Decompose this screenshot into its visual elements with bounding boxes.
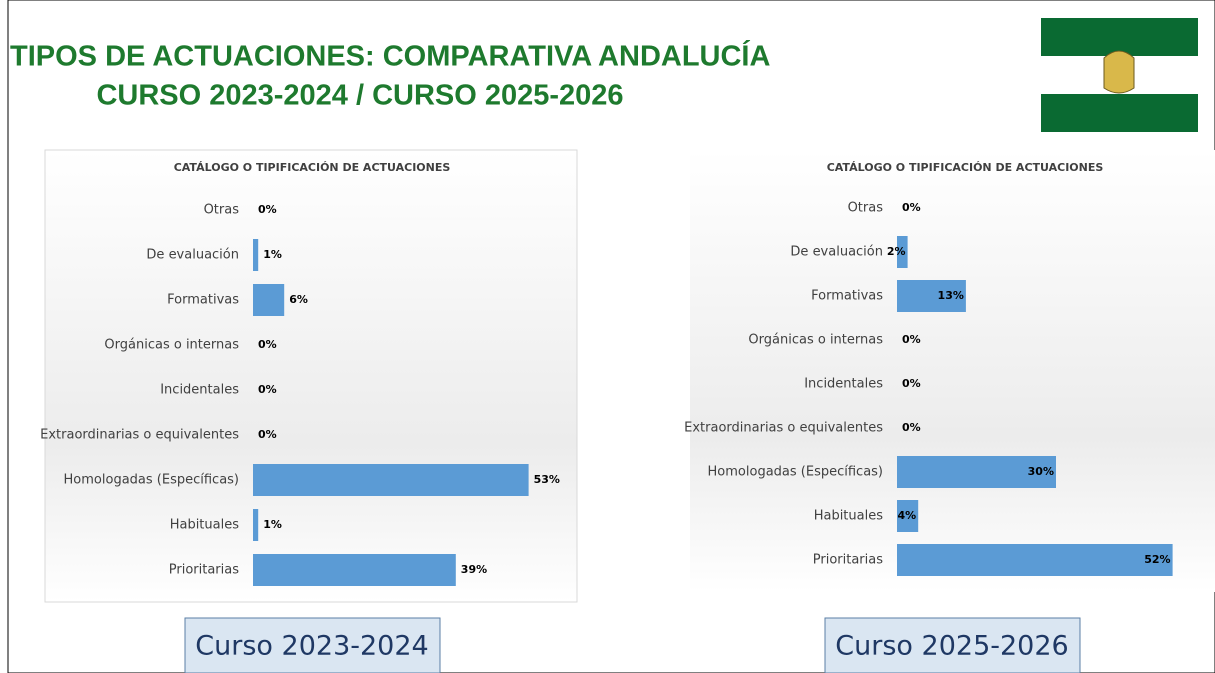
slide-border bbox=[7, 0, 1215, 673]
caption: Curso 2023-2024 bbox=[195, 631, 428, 662]
category-label: De evaluación bbox=[146, 248, 239, 263]
title-line: TIPOS DE ACTUACIONES: COMPARATIVA ANDALU… bbox=[10, 39, 770, 73]
bar bbox=[253, 239, 259, 271]
value-label: 0% bbox=[258, 428, 277, 441]
caption-box bbox=[184, 617, 441, 673]
caption-box bbox=[824, 617, 1081, 673]
chart-title: CATÁLOGO O TIPIFICACIÓN DE ACTUACIONES bbox=[174, 161, 451, 174]
value-label: 39% bbox=[461, 563, 487, 576]
value-label: 30% bbox=[1028, 465, 1054, 478]
category-label: Orgánicas o internas bbox=[104, 338, 239, 353]
category-label: Orgánicas o internas bbox=[748, 333, 883, 348]
chart-area bbox=[690, 150, 1215, 592]
value-label: 0% bbox=[258, 203, 277, 216]
value-label: 6% bbox=[289, 293, 308, 306]
bar bbox=[897, 544, 1173, 576]
category-label: Homologadas (Específicas) bbox=[64, 473, 239, 488]
bar bbox=[253, 284, 285, 316]
category-label: Incidentales bbox=[160, 383, 239, 398]
category-label: Otras bbox=[204, 203, 240, 218]
category-label: Otras bbox=[848, 201, 884, 216]
value-label: 1% bbox=[263, 248, 282, 261]
bar bbox=[253, 509, 259, 541]
category-label: Extraordinarias o equivalentes bbox=[684, 421, 883, 436]
category-label: De evaluación bbox=[790, 245, 883, 260]
value-label: 0% bbox=[258, 338, 277, 351]
value-label: 1% bbox=[263, 518, 282, 531]
category-label: Prioritarias bbox=[813, 553, 883, 568]
bar bbox=[897, 456, 1056, 488]
chart-area bbox=[44, 149, 578, 603]
value-label: 13% bbox=[938, 289, 964, 302]
flag bbox=[1041, 18, 1198, 132]
title-line: CURSO 2023-2024 / CURSO 2025-2026 bbox=[96, 80, 623, 112]
value-label: 2% bbox=[887, 245, 906, 258]
bar bbox=[897, 236, 908, 268]
category-label: Incidentales bbox=[804, 377, 883, 392]
chart-title: CATÁLOGO O TIPIFICACIÓN DE ACTUACIONES bbox=[827, 161, 1104, 174]
value-label: 0% bbox=[902, 333, 921, 346]
category-label: Habituales bbox=[814, 509, 884, 524]
value-label: 0% bbox=[902, 421, 921, 434]
category-label: Habituales bbox=[170, 518, 240, 533]
bar bbox=[253, 464, 529, 496]
category-label: Prioritarias bbox=[169, 563, 239, 578]
category-label: Formativas bbox=[811, 289, 883, 304]
bar bbox=[897, 280, 966, 312]
category-label: Extraordinarias o equivalentes bbox=[40, 428, 239, 443]
caption: Curso 2025-2026 bbox=[835, 631, 1068, 662]
value-label: 0% bbox=[258, 383, 277, 396]
value-label: 52% bbox=[1144, 553, 1170, 566]
value-label: 0% bbox=[902, 201, 921, 214]
value-label: 4% bbox=[898, 509, 917, 522]
bar bbox=[253, 554, 456, 586]
bar bbox=[897, 500, 919, 532]
value-label: 53% bbox=[534, 473, 560, 486]
category-label: Formativas bbox=[167, 293, 239, 308]
category-label: Homologadas (Específicas) bbox=[708, 465, 883, 480]
value-label: 0% bbox=[902, 377, 921, 390]
